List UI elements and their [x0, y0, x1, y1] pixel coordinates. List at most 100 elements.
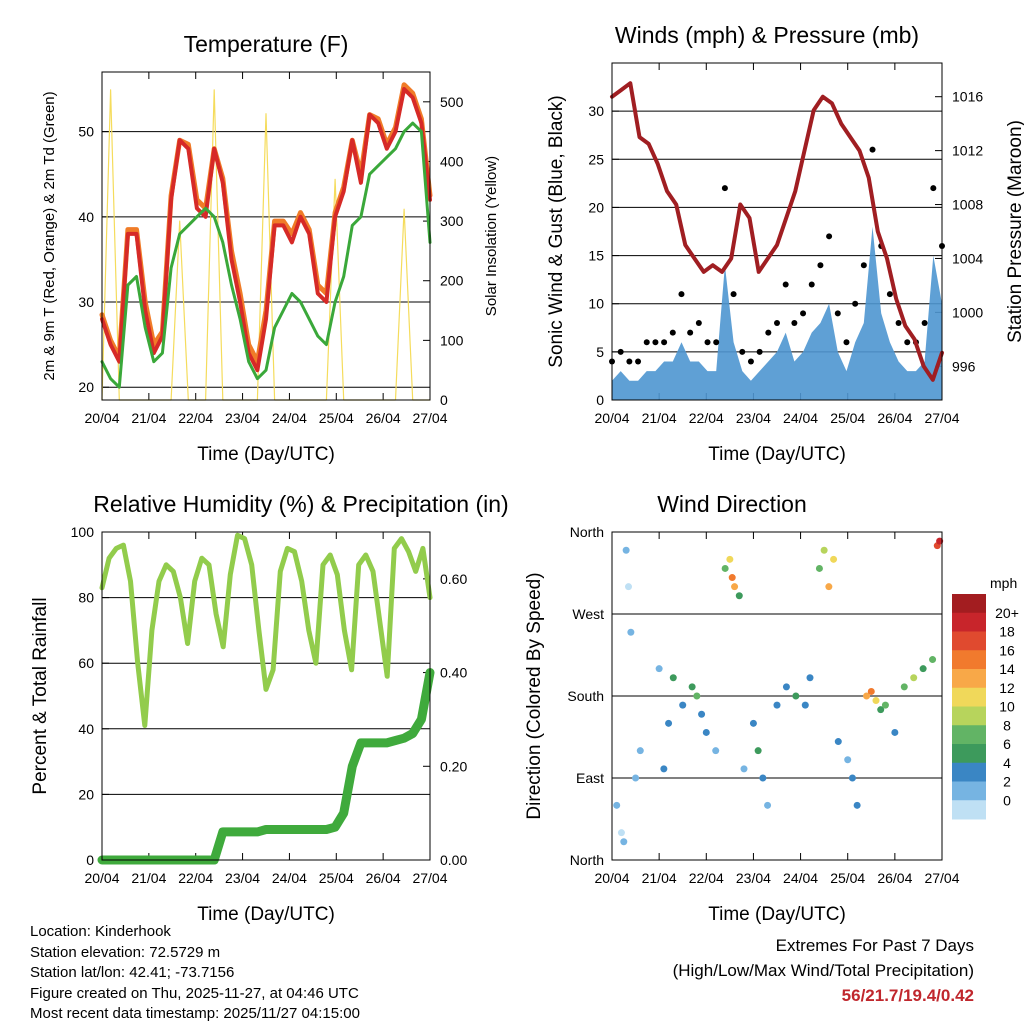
- x-tick-label: 21/04: [131, 410, 166, 426]
- x-axis-label: Time (Day/UTC): [197, 444, 335, 465]
- x-tick-label: 22/04: [689, 410, 724, 426]
- direction-point: [881, 701, 889, 709]
- y-tick-label-right: 1008: [952, 197, 983, 213]
- y-tick-label: 100: [71, 524, 95, 540]
- y-tick-label-right: 1004: [952, 250, 983, 266]
- legend-label: 14: [999, 661, 1015, 677]
- elevation-text: Station elevation: 72.5729 m: [30, 943, 221, 961]
- direction-point: [834, 738, 842, 746]
- direction-point: [655, 665, 663, 673]
- legend-swatch: [952, 706, 986, 726]
- direction-point: [726, 555, 734, 563]
- gust-point: [756, 348, 763, 355]
- y-tick-label: 25: [588, 151, 604, 167]
- x-tick-label: 26/04: [877, 410, 912, 426]
- direction-point: [740, 765, 748, 773]
- legend-swatch: [952, 650, 986, 670]
- gust-point: [800, 310, 807, 317]
- direction-point: [749, 719, 757, 727]
- direction-point: [688, 683, 696, 691]
- legend-swatch: [952, 631, 986, 651]
- gust-point: [635, 358, 642, 365]
- gust-point: [834, 310, 841, 317]
- direction-point: [636, 747, 644, 755]
- x-tick-label: 27/04: [924, 410, 959, 426]
- station-info: Location: Kinderhook Station elevation: …: [30, 922, 360, 1025]
- direction-point: [815, 564, 823, 572]
- series-td2m-line: [100, 121, 432, 389]
- legend-swatch: [952, 687, 986, 707]
- plot-border: [611, 62, 943, 401]
- legend-swatch: [952, 744, 986, 764]
- legend-swatch: [952, 669, 986, 689]
- y-tick-label: East: [576, 770, 604, 786]
- y-axis-label-right: Station Pressure (Maroon): [1005, 120, 1024, 343]
- plot-border: [611, 531, 943, 861]
- direction-point: [728, 574, 736, 582]
- x-tick-label: 20/04: [84, 410, 119, 426]
- y-tick-label-right: 996: [952, 358, 976, 374]
- gust-point: [808, 281, 815, 288]
- x-axis-label: Time (Day/UTC): [708, 444, 846, 465]
- gust-point: [852, 300, 859, 307]
- direction-point: [620, 838, 628, 846]
- x-tick-label: 22/04: [689, 870, 724, 886]
- legend-label: 0: [1003, 792, 1011, 808]
- speed-legend: mph 20+ 18 16 14 12 10 8 6 4 2 0: [952, 575, 1019, 820]
- gust-point: [669, 329, 676, 336]
- direction-point: [891, 728, 899, 736]
- x-tick-label: 26/04: [366, 870, 401, 886]
- x-tick-label: 26/04: [366, 410, 401, 426]
- gust-point: [704, 339, 711, 346]
- y-tick-label: 40: [78, 209, 94, 225]
- direction-point: [759, 774, 767, 782]
- y-tick-label: 0: [86, 852, 94, 868]
- gust-point: [843, 339, 850, 346]
- direction-point: [702, 728, 710, 736]
- direction-point: [830, 555, 838, 563]
- direction-point: [936, 537, 944, 545]
- gust-point: [817, 262, 824, 269]
- plot-border: [101, 71, 431, 401]
- x-tick-label: 22/04: [178, 870, 213, 886]
- direction-point: [754, 747, 762, 755]
- panel-2: Winds (mph) & Pressure (mb) Time (Day/UTC…: [546, 22, 1024, 465]
- gust-point: [860, 262, 867, 269]
- x-tick-label: 27/04: [924, 870, 959, 886]
- x-tick-label: 20/04: [594, 870, 629, 886]
- direction-point: [844, 756, 852, 764]
- direction-point: [665, 719, 673, 727]
- panel-title: Winds (mph) & Pressure (mb): [615, 22, 919, 48]
- x-axis-label: Time (Day/UTC): [708, 904, 846, 925]
- gust-point: [695, 319, 702, 326]
- y-axis-label-right: Solar Insolation (Yellow): [483, 156, 500, 316]
- gust-point: [730, 291, 737, 298]
- y-tick-label: 80: [78, 590, 94, 606]
- y-tick-label: 30: [588, 103, 604, 119]
- legend-label: 12: [999, 680, 1015, 696]
- x-tick-label: 25/04: [830, 870, 865, 886]
- legend-label: 8: [1003, 717, 1011, 733]
- x-tick-label: 26/04: [877, 870, 912, 886]
- y-tick-label-right: 500: [440, 94, 464, 110]
- x-tick-label: 23/04: [736, 870, 771, 886]
- gust-point: [791, 319, 798, 326]
- x-tick-label: 24/04: [783, 870, 818, 886]
- series-rh-line: [99, 532, 433, 728]
- gust-point: [774, 319, 780, 326]
- y-tick-label: 20: [588, 199, 604, 215]
- y-tick-label-right: 100: [440, 332, 464, 348]
- direction-point: [806, 674, 814, 682]
- y-tick-label: North: [570, 524, 604, 540]
- panel-3: Relative Humidity (%) & Precipitation (i…: [30, 491, 509, 925]
- gust-point: [643, 339, 650, 346]
- legend-title: mph: [990, 575, 1017, 591]
- direction-point: [721, 564, 729, 572]
- direction-point: [613, 801, 621, 809]
- gust-point: [869, 146, 876, 153]
- direction-point: [863, 692, 871, 700]
- legend-swatch: [952, 762, 986, 782]
- y-tick-label-right: 0: [440, 392, 448, 408]
